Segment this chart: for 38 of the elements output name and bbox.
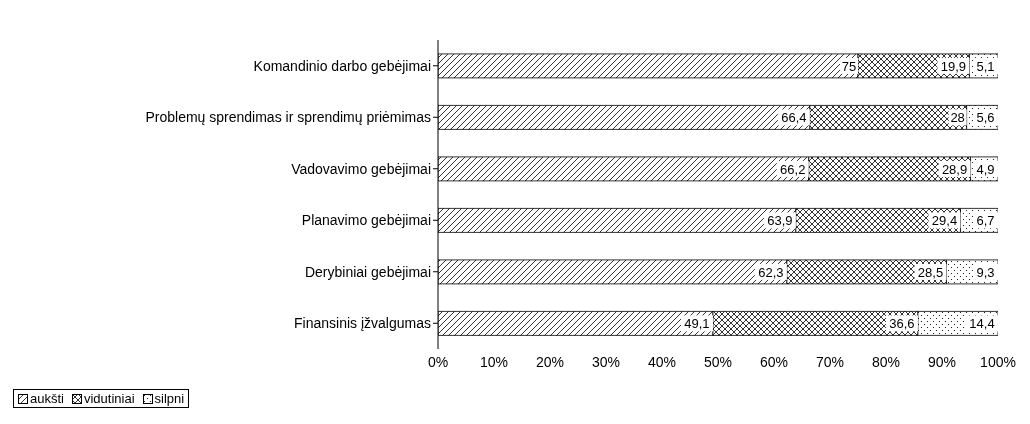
data-label: 28 xyxy=(950,110,965,126)
data-label: 5,6 xyxy=(976,110,995,126)
legend-label: vidutiniai xyxy=(83,391,135,406)
data-label: 14,4 xyxy=(969,316,995,332)
data-label: 4,9 xyxy=(976,161,995,177)
y-tick-label: Derybiniai gebėjimai xyxy=(304,263,431,280)
x-tick-label: 10% xyxy=(479,353,509,370)
y-tick-label: Vadovavimo gebėjimai xyxy=(291,160,431,177)
x-tick-label: 100% xyxy=(980,353,1016,370)
data-label: 49,1 xyxy=(684,316,710,332)
data-label: 5,1 xyxy=(976,58,995,74)
data-label: 29,4 xyxy=(931,213,958,229)
data-label: 28,9 xyxy=(941,161,968,177)
x-tick-label: 70% xyxy=(815,353,845,370)
data-label: 9,3 xyxy=(976,264,995,280)
data-label: 66,4 xyxy=(781,110,807,126)
x-tick-label: 90% xyxy=(927,353,957,370)
data-label: 75 xyxy=(841,58,857,74)
data-label: 28,5 xyxy=(917,264,944,280)
y-tick-label: Planavimo gebėjimai xyxy=(301,212,431,229)
y-tick-label: Komandinio darbo gebėjimai xyxy=(253,57,431,74)
data-label: 62,3 xyxy=(758,264,784,280)
legend-label: silpni xyxy=(154,391,185,406)
data-label: 63,9 xyxy=(767,213,793,229)
data-label: 19,9 xyxy=(940,58,967,74)
y-tick-label: Finansinis įžvalgumas xyxy=(294,315,431,332)
x-tick-label: 50% xyxy=(703,353,733,370)
x-tick-label: 80% xyxy=(871,353,901,370)
data-label: 6,7 xyxy=(976,213,995,229)
data-label: 66,2 xyxy=(780,161,806,177)
x-tick-label: 0% xyxy=(427,353,449,370)
x-tick-label: 40% xyxy=(647,353,677,370)
x-tick-label: 30% xyxy=(591,353,621,370)
data-label: 36,6 xyxy=(889,316,915,332)
legend-label: aukšti xyxy=(30,391,64,406)
y-tick-label: Problemų sprendimas ir sprendimų priėmimas xyxy=(145,109,431,126)
x-tick-label: 20% xyxy=(535,353,565,370)
x-tick-label: 60% xyxy=(759,353,789,370)
